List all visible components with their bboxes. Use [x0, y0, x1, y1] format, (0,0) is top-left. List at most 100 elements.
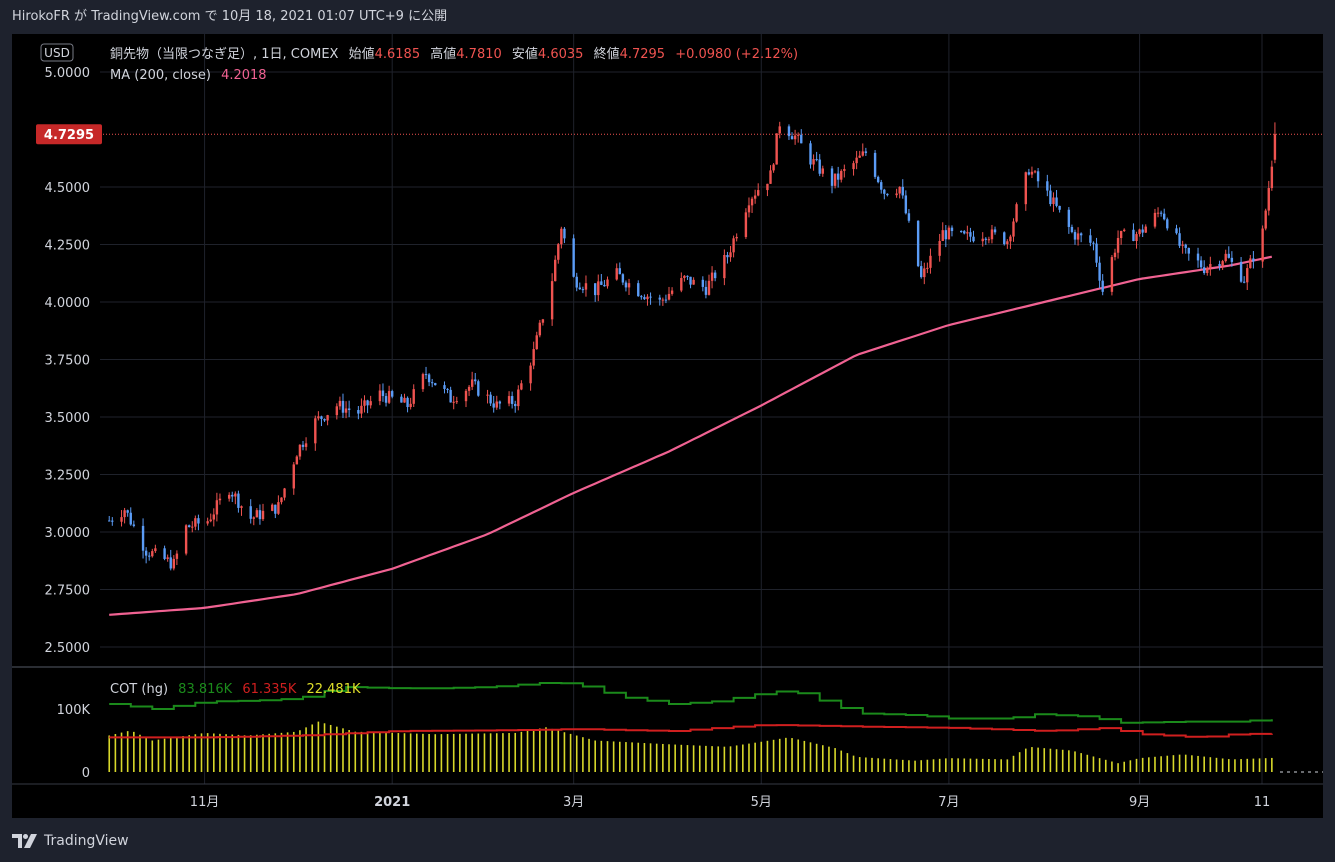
cot-bar [1031, 747, 1033, 772]
cot-bar [108, 735, 111, 772]
cot-bar [126, 731, 129, 772]
candle-body [1116, 238, 1120, 253]
candle-body [1095, 243, 1098, 263]
candle-body [187, 525, 191, 528]
candle-body [1252, 258, 1255, 262]
chart-panel[interactable]: 2.5000 2.7500 3.0000 3.2500 3.5000 3.7500 4.00… [12, 34, 1323, 818]
candle-body [597, 281, 600, 296]
candle-body [1166, 219, 1169, 229]
candle-body [621, 274, 625, 283]
cot-bar [354, 731, 357, 772]
cot-bar [1197, 755, 1199, 772]
cot-bar [225, 734, 227, 772]
candle-body [707, 280, 711, 295]
candle-body [1132, 229, 1135, 242]
cot-bar [317, 721, 320, 772]
cot-bar [502, 733, 504, 772]
close-value: 4.7295 [620, 47, 666, 62]
candle-body [283, 488, 286, 498]
cot-bar [1221, 758, 1224, 772]
cot-bar [1215, 757, 1218, 772]
candle-body [1024, 172, 1027, 205]
cot-bar [957, 758, 959, 772]
candle-body [387, 391, 391, 403]
cot-bar [754, 742, 756, 772]
candle-body [169, 557, 172, 569]
cot-bar [114, 734, 117, 772]
tradingview-logo-icon[interactable] [12, 834, 38, 848]
candle-body [1246, 268, 1249, 283]
candle-body [1187, 247, 1191, 254]
candle-body [1156, 212, 1160, 214]
cot-bar [1271, 757, 1273, 772]
candle-body [252, 517, 255, 519]
main-legend[interactable]: 銅先物（当限つなぎ足）, 1日, COMEX 始値4.6185 高値4.7810… [110, 46, 798, 62]
cot-legend[interactable]: COT (hg) 83.816K 61.335K 22.481K [110, 682, 361, 697]
cot-bar [945, 758, 947, 772]
candle-body [593, 283, 597, 296]
candle-body [535, 335, 538, 350]
candle-body [778, 126, 781, 134]
candle-body [209, 519, 212, 522]
candle-body [261, 510, 265, 520]
candle-body [1058, 205, 1061, 210]
candle-body [1202, 267, 1206, 274]
cot-bar [1227, 759, 1230, 772]
cot-bar [569, 733, 572, 772]
candle-body [301, 444, 305, 447]
cot-bar [662, 743, 664, 772]
candle-body [108, 520, 111, 522]
candle-body [363, 400, 366, 406]
candle-body [274, 504, 277, 514]
cot-bar [415, 733, 418, 772]
candle-body [972, 236, 975, 242]
cot-bar [938, 758, 941, 772]
cot-bar [809, 742, 812, 772]
candle-body [649, 296, 652, 298]
cot-tick-label: 100K [57, 703, 91, 718]
cot-bar [329, 724, 332, 772]
candle-body [836, 173, 840, 180]
candle-body [895, 193, 898, 196]
candle-body [886, 193, 889, 196]
candle-body [163, 548, 166, 559]
candle-body [1119, 230, 1123, 239]
candle-body [347, 408, 351, 411]
candle-body [1079, 233, 1083, 236]
candle-body [941, 230, 944, 241]
cot-bar [145, 737, 147, 772]
candle-body [304, 443, 308, 447]
candle-body [550, 281, 554, 320]
cot-bar [477, 733, 480, 772]
cot-bar [520, 731, 523, 772]
candle-body [335, 406, 339, 416]
time-axis[interactable]: 11月 2021 3月 5月 7月 9月 11 [190, 795, 1270, 810]
cot-bar [686, 745, 689, 772]
currency-box[interactable] [40, 43, 74, 62]
cot-bar [637, 742, 640, 772]
cot-bar [391, 732, 393, 772]
candle-body [732, 238, 735, 253]
cot-bar [539, 728, 541, 772]
cot-bar [926, 759, 929, 772]
price-axis[interactable]: 2.5000 2.7500 3.0000 3.2500 3.5000 3.7500 4.00… [45, 66, 91, 656]
candle-body [406, 397, 409, 408]
candle-body [907, 213, 911, 221]
candle-body [1209, 264, 1212, 268]
cot-bar [1135, 758, 1138, 772]
candle-body [166, 557, 169, 559]
cot-bar [200, 733, 203, 772]
tradingview-brand[interactable]: TradingView [44, 833, 129, 849]
candle-body [495, 401, 498, 408]
cot-bar [698, 745, 701, 772]
candle-body [1070, 226, 1074, 233]
cot-bar [557, 730, 560, 772]
candle-body [600, 281, 603, 285]
candle-body [864, 151, 868, 153]
ma-legend[interactable]: MA (200, close) 4.2018 [110, 68, 267, 83]
candle-body [744, 212, 748, 237]
candle-body [1273, 134, 1277, 160]
chart-svg[interactable]: 2.5000 2.7500 3.0000 3.2500 3.5000 3.7500 4.00… [12, 34, 1323, 818]
candle-body [563, 228, 566, 239]
cot-bar [219, 733, 221, 772]
